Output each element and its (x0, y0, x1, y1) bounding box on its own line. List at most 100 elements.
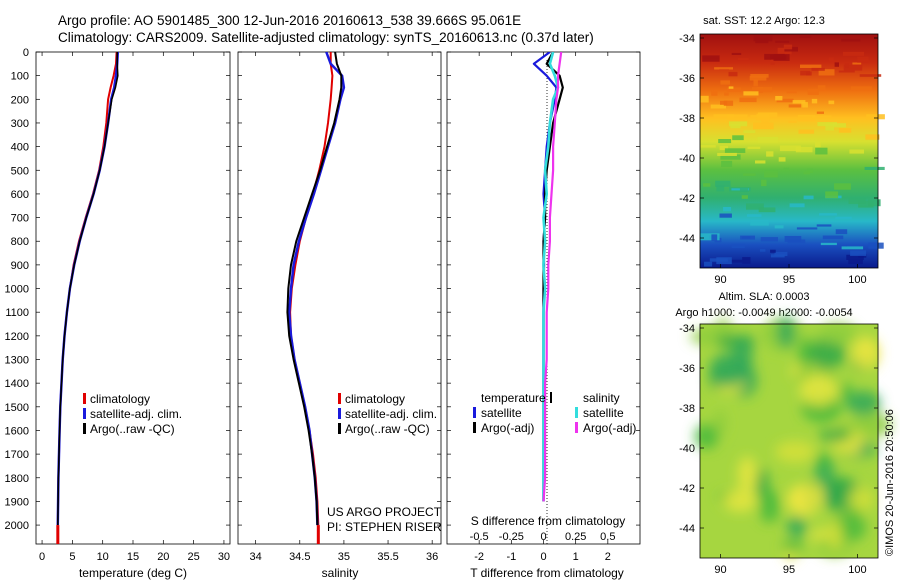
depth-tick-label: 500 (11, 165, 29, 177)
legend-label-temp-argo: Argo(-adj) (481, 421, 534, 435)
sst-texture-cell (770, 254, 785, 258)
depth-tick-label: 700 (11, 213, 29, 225)
sst-texture-cell (852, 62, 862, 65)
climatology-bottom-marker (316, 525, 320, 544)
sst-texture-cell (849, 149, 864, 154)
sla-texture-blob (798, 337, 813, 370)
sla-texture-blob (808, 339, 846, 370)
sst-texture-cell (726, 259, 743, 263)
x-tick-label: 25 (188, 551, 200, 563)
sst-texture-cell (724, 148, 746, 153)
sst-texture-cell (783, 44, 793, 50)
sst-texture-cell (858, 200, 874, 208)
sst-texture-cell (770, 58, 775, 65)
sst-texture-cell (828, 57, 834, 62)
sst-texture-cell (726, 87, 741, 92)
map-y-tick-label: -40 (679, 153, 695, 165)
sst-texture-cell (760, 237, 778, 242)
depth-tick-label: 400 (11, 142, 29, 154)
depth-tick-label: 1200 (5, 331, 29, 343)
map-x-tick-label: 95 (783, 274, 795, 286)
sst-texture-cell (811, 115, 832, 119)
sst-texture-cell (727, 114, 748, 120)
sst-texture-cell (775, 96, 783, 101)
temperature-xlabel: temperature (deg C) (79, 566, 187, 580)
sst-texture-cell (703, 183, 711, 187)
s-diff-tick-label: 0.5 (600, 531, 615, 543)
sla-texture-blob (782, 539, 804, 553)
sla-texture-blob (831, 480, 845, 507)
depth-tick-label: 0 (23, 47, 29, 59)
sst-texture-cell (732, 135, 744, 141)
x-tick-label: 0 (39, 551, 45, 563)
sla-texture-blob (775, 440, 816, 463)
x-tick-label: 35 (338, 551, 350, 563)
sst-texture-cell (822, 235, 844, 240)
map-x-tick-label: 100 (848, 274, 866, 286)
sst-texture-cell (787, 239, 806, 244)
legend-label-temp-satellite: satellite (481, 406, 522, 420)
sla-texture-blob (827, 518, 843, 550)
sst-texture-cell (801, 102, 808, 108)
sla-texture-blob (818, 429, 848, 442)
sst-texture-cell (859, 74, 882, 77)
map-y-tick-label: -36 (679, 73, 695, 85)
sst-texture-cell (817, 122, 837, 127)
legend-swatch-climatology (83, 393, 86, 404)
depth-tick-label: 1800 (5, 473, 29, 485)
sst-texture-cell (843, 64, 863, 71)
depth-tick-label: 800 (11, 236, 29, 248)
sst-texture-cell (713, 114, 735, 118)
s-diff-tick-label: -0.25 (499, 531, 524, 543)
sst-texture-cell (749, 75, 767, 81)
sst-texture-cell (717, 152, 737, 156)
sst-map (699, 33, 885, 269)
legend-swatch-temp-argo (473, 422, 476, 433)
series-line-argo-raw-qc- (286, 52, 343, 526)
depth-tick-label: 1900 (5, 496, 29, 508)
sst-texture-cell (743, 91, 759, 96)
sst-texture-cell (838, 128, 852, 133)
depth-tick-label: 300 (11, 118, 29, 130)
sst-texture-cell (803, 171, 810, 175)
sst-texture-cell (803, 195, 814, 200)
depth-tick-label: 1300 (5, 355, 29, 367)
sst-texture-cell (776, 98, 794, 103)
sst-texture-cell (857, 56, 869, 63)
sla-map-title-line1: Altim. SLA: 0.0003 (718, 291, 809, 303)
map-x-tick-label: 95 (783, 564, 795, 576)
sst-texture-cell (828, 100, 835, 105)
sst-texture-cell (788, 120, 797, 123)
sst-texture-cell (800, 64, 822, 68)
s-diff-tick-label: 0.25 (565, 531, 586, 543)
sst-texture-cell (789, 203, 805, 208)
sst-texture-cell (818, 69, 835, 76)
climatology-bottom-marker (56, 525, 60, 544)
sla-texture-blob (846, 390, 881, 416)
sst-texture-cell (800, 70, 811, 76)
sst-texture-cell (711, 90, 718, 96)
sst-texture-cell (819, 213, 837, 216)
depth-tick-label: 1400 (5, 378, 29, 390)
depth-tick-label: 1600 (5, 425, 29, 437)
sst-texture-cell (841, 246, 864, 250)
legend-label-climatology: climatology (90, 392, 150, 406)
sst-texture-cell (715, 180, 731, 187)
sst-map-axes: -34 -36 -38 -40 -42 -44 90 95 100 (679, 33, 878, 286)
sst-texture-cell (719, 213, 732, 218)
sst-texture-cell (816, 111, 824, 114)
sst-texture-cell (757, 136, 779, 143)
map-x-tick-label: 90 (714, 274, 726, 286)
sst-texture-cell (753, 34, 773, 42)
legend-title-temperature: temperature (481, 391, 546, 405)
sst-texture-cell (746, 203, 764, 210)
x-tick-label: 34 (250, 551, 262, 563)
sla-texture-blob (833, 439, 863, 455)
sst-texture-cell (737, 57, 749, 61)
x-tick-label: 36 (426, 551, 438, 563)
salinity-series (286, 52, 346, 544)
sla-texture-blob (713, 410, 727, 436)
sst-texture-cell (850, 86, 872, 91)
sst-texture-cell (755, 160, 766, 164)
sst-map-title: sat. SST: 12.2 Argo: 12.3 (703, 15, 825, 27)
